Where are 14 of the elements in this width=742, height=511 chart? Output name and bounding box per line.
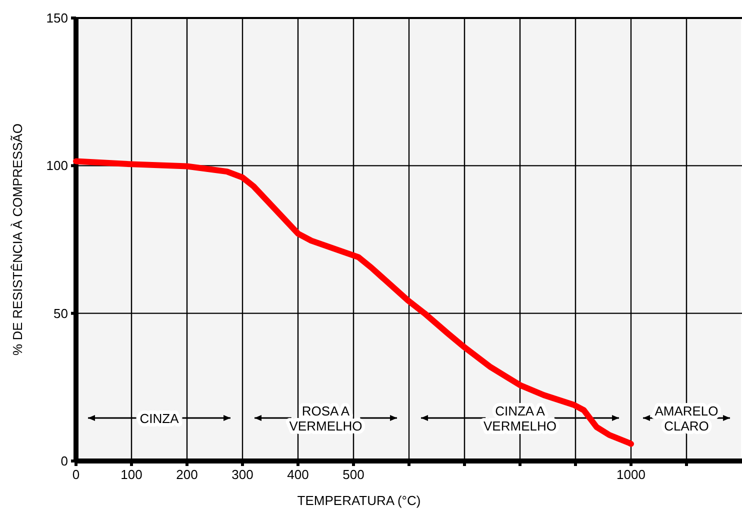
x-tick-label: 200	[176, 467, 198, 482]
x-tick-label: 500	[342, 467, 364, 482]
x-tick-label: 400	[287, 467, 309, 482]
x-tick-label: 100	[120, 467, 142, 482]
x-tick-label: 0	[72, 467, 80, 482]
y-tick-label: 150	[46, 10, 68, 26]
x-axis-title: TEMPERATURA (°C)	[297, 493, 421, 508]
y-tick-label: 0	[60, 454, 68, 468]
y-tick-label: 100	[46, 158, 68, 174]
y-tick-label: 50	[54, 306, 68, 321]
y-axis-title: % DE RESISTÊNCIA À COMPRESSÃO	[10, 124, 25, 356]
x-tick-label: 300	[232, 467, 254, 482]
band-label: CINZA	[140, 410, 180, 426]
x-tick-label: 1000	[616, 467, 646, 482]
